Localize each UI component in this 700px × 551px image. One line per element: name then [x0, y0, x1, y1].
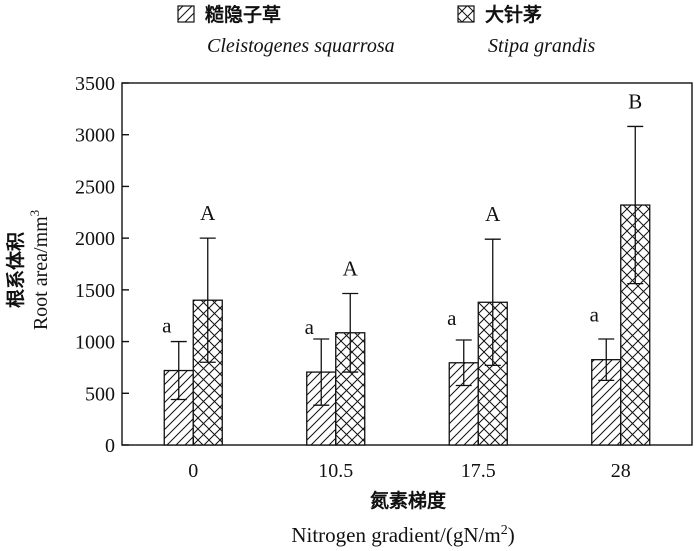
- x-tick-label: 10.5: [318, 460, 353, 482]
- y-tick-label: 3000: [75, 125, 115, 147]
- y-tick-label: 1000: [75, 332, 115, 354]
- legend-label-cn-cleistogenes: 糙隐子草: [205, 3, 281, 26]
- y-tick-label: 2500: [75, 176, 115, 198]
- y-tick-label: 2000: [75, 228, 115, 250]
- legend: 糙隐子草 Cleistogenes squarrosa 大针茅 Stipa gr…: [177, 3, 595, 57]
- legend-label-stipa: Stipa grandis: [488, 35, 595, 57]
- significance-letter: B: [628, 89, 642, 113]
- x-tick-label: 17.5: [461, 460, 496, 482]
- x-axis-title-en: Nitrogen gradient/(gN/m2): [291, 523, 514, 547]
- legend-swatch-cleistogenes: [177, 5, 195, 23]
- x-axis-title-cn: 氮素梯度: [370, 489, 447, 512]
- bar-stipa: [192, 299, 223, 446]
- significance-letter: A: [485, 202, 501, 226]
- significance-letter: a: [305, 315, 315, 339]
- y-axis-title-en: Root area/mm3: [27, 210, 52, 330]
- x-tick-label: 28: [611, 460, 631, 482]
- y-axis-title: 根系体积 Root area/mm3: [4, 210, 52, 330]
- y-axis: 0 500 1000 1500 2000 2500 3000 3500: [75, 73, 129, 457]
- y-tick-label: 1500: [75, 280, 115, 302]
- legend-label-cn-stipa: 大针茅: [485, 3, 542, 26]
- y-tick-label: 0: [105, 435, 115, 457]
- plot-frame: [121, 82, 693, 446]
- significance-letter: A: [343, 256, 359, 280]
- legend-swatch-stipa: [457, 5, 475, 23]
- significance-letter: A: [200, 201, 216, 225]
- y-axis-title-cn: 根系体积: [4, 232, 27, 308]
- y-tick-label: 500: [85, 383, 115, 405]
- y-tick-label: 3500: [75, 73, 115, 95]
- significance-letter: a: [590, 303, 600, 327]
- x-tick-label: 0: [188, 460, 198, 482]
- x-axis: 0 10.5 17.5 28: [188, 438, 631, 482]
- significance-letter: a: [162, 314, 172, 338]
- bar-cleistogenes: [448, 362, 479, 446]
- significance-letter: a: [447, 306, 457, 330]
- legend-label-cleistogenes: Cleistogenes squarrosa: [207, 35, 395, 57]
- plot-area: a a a a A A A B: [121, 82, 693, 446]
